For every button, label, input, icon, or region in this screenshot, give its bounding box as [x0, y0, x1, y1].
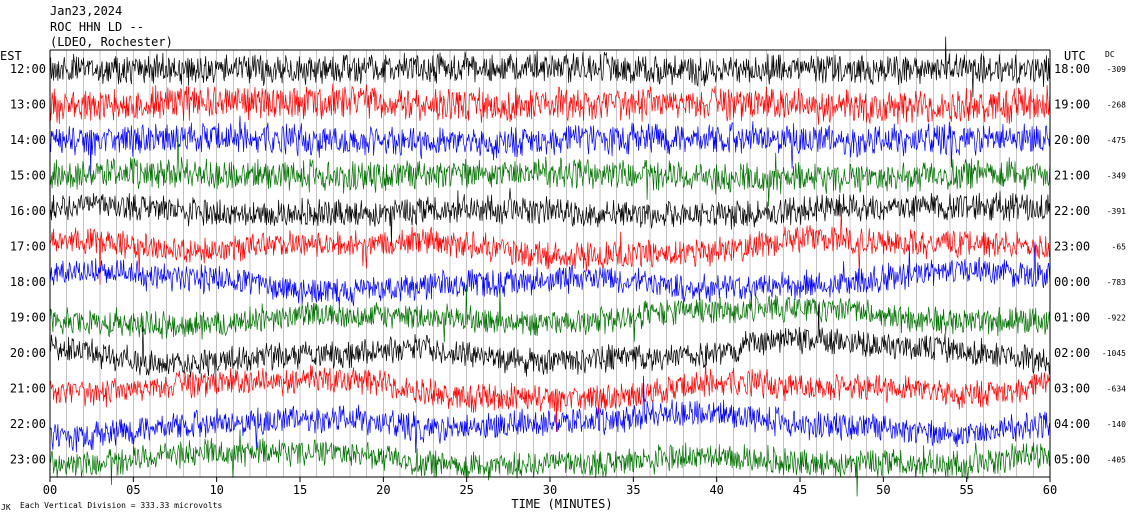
- est-hour-label: 16:00: [10, 204, 46, 218]
- x-tick-label: 30: [543, 483, 557, 497]
- seismic-trace: [49, 242, 1051, 307]
- est-hour-label: 19:00: [10, 311, 46, 325]
- x-tick-label: 60: [1043, 483, 1057, 497]
- right-timezone-label: UTC: [1064, 49, 1086, 63]
- utc-hour-label: 18:00: [1054, 62, 1090, 76]
- utc-hour-labels: 18:00 19:00 20:00 21:00 22:00 23:00 00:00 01:00…: [1054, 62, 1090, 467]
- utc-hour-label: 19:00: [1054, 98, 1090, 112]
- dc-offset-label: -309: [1107, 65, 1126, 74]
- seismic-trace: [49, 207, 1051, 285]
- est-hour-label: 15:00: [10, 169, 46, 183]
- est-hour-label: 21:00: [10, 382, 46, 396]
- trace-group: [49, 36, 1051, 497]
- seismic-trace: [49, 83, 1051, 125]
- dc-offset-label: -140: [1107, 420, 1126, 429]
- utc-hour-label: 20:00: [1054, 133, 1090, 147]
- dc-header: DC: [1105, 50, 1115, 59]
- est-hour-label: 13:00: [10, 98, 46, 112]
- x-tick-label: 05: [126, 483, 140, 497]
- x-tick-label: 35: [626, 483, 640, 497]
- est-hour-label: 12:00: [10, 62, 46, 76]
- utc-hour-label: 00:00: [1054, 275, 1090, 289]
- est-hour-label: 23:00: [10, 453, 46, 467]
- est-hour-label: 22:00: [10, 417, 46, 431]
- x-axis-ticks: 00 05 10 15 20 25 30 35 40 45 50 55 60: [43, 477, 1057, 497]
- utc-hour-label: 02:00: [1054, 346, 1090, 360]
- network-name: (LDEO, Rochester): [50, 35, 173, 49]
- seismic-trace: [49, 363, 1051, 432]
- dc-offset-label: -783: [1107, 278, 1126, 287]
- seismic-trace: [49, 375, 1051, 453]
- est-hour-label: 14:00: [10, 133, 46, 147]
- est-hour-label: 18:00: [10, 275, 46, 289]
- utc-hour-label: 05:00: [1054, 453, 1090, 467]
- x-tick-label: 45: [793, 483, 807, 497]
- seismic-trace: [49, 429, 1051, 497]
- seismic-trace: [49, 128, 1051, 207]
- x-tick-label: 55: [959, 483, 973, 497]
- seismic-trace: [49, 285, 1051, 343]
- dc-offset-label: -475: [1107, 136, 1126, 145]
- est-hour-label: 17:00: [10, 240, 46, 254]
- x-tick-label: 50: [876, 483, 890, 497]
- scale-note: Each Vertical Division = 333.33 microvol…: [20, 501, 222, 510]
- dc-offset-label: -268: [1107, 101, 1126, 110]
- seismic-trace: [49, 304, 1051, 378]
- x-axis-title: TIME (MINUTES): [511, 497, 612, 511]
- utc-hour-label: 21:00: [1054, 169, 1090, 183]
- dc-offset-label: -405: [1107, 456, 1126, 465]
- seismic-trace: [49, 115, 1051, 178]
- dc-offset-label: -65: [1112, 243, 1127, 252]
- utc-hour-label: 04:00: [1054, 417, 1090, 431]
- dc-offset-labels: -309 -268 -475 -349 -391 -65 -783 -922 -1045 -634…: [1102, 65, 1126, 465]
- x-tick-label: 15: [293, 483, 307, 497]
- left-timezone-label: EST: [0, 49, 22, 63]
- x-tick-label: 20: [376, 483, 390, 497]
- x-tick-label: 40: [709, 483, 723, 497]
- dc-offset-label: -349: [1107, 172, 1126, 181]
- utc-hour-label: 22:00: [1054, 204, 1090, 218]
- dc-offset-label: -1045: [1102, 349, 1126, 358]
- est-hour-label: 20:00: [10, 346, 46, 360]
- plot-date: Jan23,2024: [50, 4, 122, 18]
- dc-offset-label: -634: [1107, 385, 1126, 394]
- dc-offset-label: -922: [1107, 314, 1126, 323]
- footer-mark: JK: [1, 503, 11, 512]
- est-hour-labels: 12:00 13:00 14:00 15:00 16:00 17:00 18:00 19:00…: [10, 62, 46, 467]
- utc-hour-label: 23:00: [1054, 240, 1090, 254]
- x-tick-label: 25: [459, 483, 473, 497]
- utc-hour-label: 01:00: [1054, 311, 1090, 325]
- utc-hour-label: 03:00: [1054, 382, 1090, 396]
- seismic-trace: [49, 36, 1051, 98]
- station-code: ROC HHN LD --: [50, 20, 144, 34]
- x-tick-label: 10: [209, 483, 223, 497]
- x-tick-label: 00: [43, 483, 57, 497]
- seismic-trace: [49, 188, 1051, 247]
- dc-offset-label: -391: [1107, 207, 1126, 216]
